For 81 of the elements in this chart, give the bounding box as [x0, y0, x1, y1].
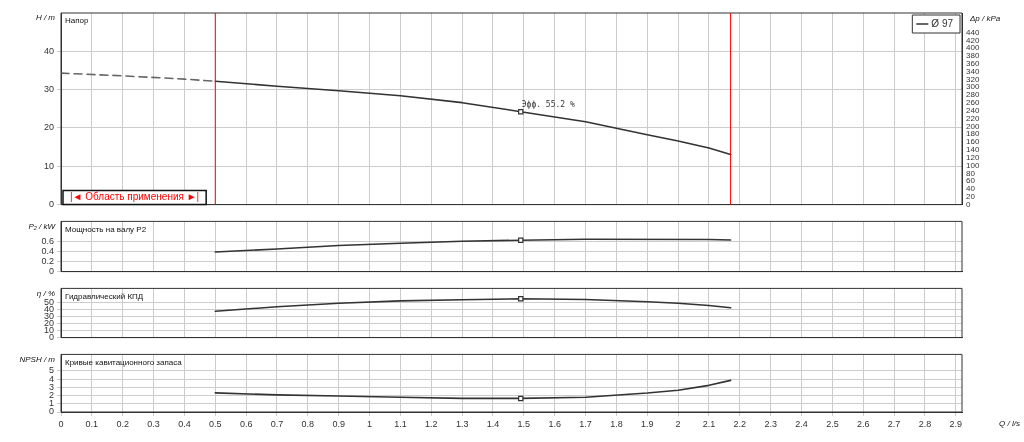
y-tick-label: 10: [43, 160, 54, 171]
x-tick-label: 2.4: [795, 418, 808, 429]
x-tick-label: 0.4: [178, 418, 191, 429]
y-tick-label: 30: [43, 84, 54, 95]
x-tick-label: 1.2: [425, 418, 438, 429]
y-tick-label: 0: [48, 266, 54, 277]
y-tick-label: 5: [48, 365, 54, 376]
x-tick-label: 1.3: [455, 418, 469, 429]
y2-tick-label: 380: [966, 51, 980, 61]
x-tick-label: 2.6: [857, 418, 870, 429]
x-tick-label: 1.5: [517, 418, 531, 429]
y2-tick-label: 140: [966, 145, 980, 155]
x-tick-label: 0.3: [147, 418, 160, 429]
x-tick-label: 1.7: [579, 418, 592, 429]
chart-title: Кривые кавитационного запаса: [65, 357, 183, 367]
y-tick-label: 20: [43, 122, 54, 133]
x-tick-label: 1.6: [548, 418, 561, 429]
y-tick-label: 0: [48, 199, 54, 210]
chart-title: Гидравлический КПД: [65, 291, 144, 301]
y-tick-label: 0: [48, 406, 54, 417]
x-tick-label: 1.1: [394, 418, 407, 429]
y2-tick-label: 100: [966, 160, 980, 170]
x-tick-label: 0: [58, 418, 64, 429]
y2-tick-label: 440: [966, 27, 980, 37]
y2-axis-title: Δp / kPa: [969, 14, 1001, 24]
y-tick-label: 1: [48, 398, 54, 409]
x-tick-label: 0.7: [270, 418, 284, 429]
y-tick-label: 0.4: [41, 246, 54, 256]
x-tick-label: 2.9: [949, 418, 963, 429]
chart-title: Напор: [65, 16, 90, 26]
y2-tick-label: 180: [966, 129, 980, 139]
y2-tick-label: 220: [966, 113, 980, 123]
annotation: |◄ Область применения ►|: [70, 191, 200, 203]
y-axis-title: P₂ / kW: [28, 221, 57, 231]
x-tick-label: 2.7: [887, 418, 901, 429]
x-tick-label: 1: [367, 418, 373, 429]
x-tick-label: 1.9: [641, 418, 654, 429]
y-tick-label: 0.6: [41, 235, 54, 246]
y2-tick-label: 80: [966, 168, 976, 178]
y2-tick-label: 160: [966, 137, 980, 147]
x-tick-label: 2.8: [918, 418, 932, 429]
y2-tick-label: 240: [966, 105, 980, 115]
chart-title: Мощность на валу P2: [65, 224, 147, 234]
x-tick-label: 2: [675, 418, 681, 429]
y2-tick-label: 300: [966, 82, 980, 92]
x-tick-label: 0.9: [332, 418, 345, 429]
x-tick-label: 2.2: [733, 418, 747, 429]
x-tick-label: 2.5: [826, 418, 839, 429]
y-axis-title: NPSH / m: [19, 354, 56, 364]
x-axis-title: Q / l/s: [999, 419, 1020, 429]
y2-tick-label: 40: [966, 184, 976, 194]
x-tick-label: 0.5: [209, 418, 222, 429]
y-tick-label: 3: [48, 381, 54, 392]
y2-tick-label: 320: [966, 74, 980, 84]
x-tick-label: 0.6: [239, 418, 253, 429]
y2-tick-label: 280: [966, 90, 980, 100]
x-tick-label: 2.3: [764, 418, 777, 429]
x-tick-label: 2.1: [702, 418, 716, 429]
legend-label: Ø 97: [931, 17, 954, 29]
y2-tick-label: 20: [966, 191, 976, 201]
y2-tick-label: 120: [966, 152, 980, 162]
y-tick-label: 2: [48, 390, 54, 401]
y2-tick-label: 60: [966, 176, 976, 186]
y2-tick-label: 420: [966, 35, 980, 45]
y-tick-label: 40: [43, 45, 54, 56]
y2-tick-label: 400: [966, 43, 980, 53]
y-tick-label: 4: [48, 373, 54, 384]
y2-tick-label: 340: [966, 66, 980, 76]
y2-tick-label: 0: [966, 199, 971, 209]
x-tick-label: 1.8: [610, 418, 623, 429]
annotation: Эфф. 55.2 %: [521, 99, 575, 109]
y2-tick-label: 360: [966, 59, 980, 69]
x-tick-label: 0.1: [85, 418, 99, 429]
y-axis-title: η / %: [36, 288, 55, 298]
y2-tick-label: 200: [966, 121, 980, 131]
x-tick-label: 0.2: [116, 418, 129, 429]
y2-tick-label: 260: [966, 98, 980, 108]
x-tick-label: 1.4: [486, 418, 500, 429]
x-tick-label: 0.8: [301, 418, 315, 429]
y-tick-label: 0.2: [41, 256, 54, 267]
y-axis-title: H / m: [35, 13, 56, 23]
